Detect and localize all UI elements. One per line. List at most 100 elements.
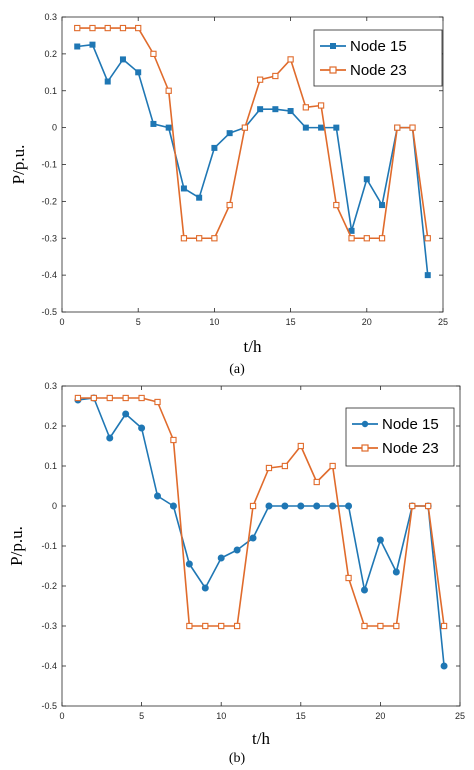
y-tick-label: 0 — [52, 501, 57, 511]
data-point-node15 — [440, 662, 448, 670]
data-point-node15 — [257, 106, 264, 113]
x-tick-label: 0 — [59, 317, 64, 327]
legend-box — [313, 29, 443, 87]
legend-entry-label: Node 23 — [350, 62, 407, 79]
data-point-node23 — [287, 56, 294, 63]
y-tick-label: -0.4 — [41, 661, 57, 671]
data-point-node15 — [272, 106, 279, 113]
x-tick-label: 10 — [209, 317, 219, 327]
data-point-node23 — [90, 394, 97, 402]
y-tick-label: -0.4 — [41, 270, 57, 280]
data-point-node23 — [345, 574, 352, 582]
data-point-node15 — [106, 434, 114, 442]
data-point-node15 — [201, 584, 209, 592]
data-point-node15 — [122, 410, 130, 418]
data-point-node23 — [226, 201, 233, 209]
data-point-node15 — [185, 560, 193, 568]
y-tick-label: -0.5 — [41, 701, 57, 711]
data-point-node15 — [265, 502, 273, 510]
chart-a: 0 5 10 15 20 25 -0.5 -0.4 -0.3 -0.2 -0.1 0 0.1 0.2 0.3… — [9, 12, 448, 377]
y-tick-label: -0.2 — [41, 196, 57, 206]
data-point-node23 — [119, 24, 127, 32]
data-point-node23 — [394, 124, 401, 131]
data-point-node15 — [104, 78, 111, 85]
data-point-node23 — [104, 24, 111, 32]
data-point-node15 — [150, 120, 157, 127]
x-axis-label: t/h — [244, 337, 262, 356]
data-point-node23 — [211, 235, 218, 242]
data-point-node15 — [318, 124, 325, 131]
x-axis-label: t/h — [252, 729, 270, 748]
data-point-node23 — [424, 235, 431, 242]
data-point-node23 — [180, 235, 188, 242]
y-tick-label: 0.3 — [44, 12, 57, 22]
data-point-node23 — [393, 622, 400, 630]
data-point-node15 — [233, 546, 241, 554]
x-tick-label: 5 — [139, 711, 144, 721]
y-tick-label: 0 — [52, 123, 57, 133]
x-tick-label: 25 — [438, 317, 448, 327]
x-tick-label: 20 — [362, 317, 372, 327]
data-point-node23 — [265, 464, 273, 472]
data-point-node23 — [302, 104, 309, 111]
data-point-node23 — [196, 235, 203, 242]
data-point-node15 — [424, 272, 431, 279]
y-tick-label: 0.1 — [44, 461, 57, 471]
data-point-node23 — [233, 622, 241, 630]
data-point-node15 — [379, 202, 386, 209]
data-point-node15 — [154, 492, 162, 500]
data-point-node23 — [74, 24, 81, 32]
data-point-node23 — [106, 394, 113, 402]
y-tick-label: -0.1 — [41, 541, 57, 551]
legend-swatch-marker — [361, 420, 369, 428]
data-point-node15 — [363, 176, 370, 183]
x-tick-label: 15 — [296, 711, 306, 721]
data-point-node23 — [363, 235, 370, 242]
legend-swatch-marker — [329, 66, 337, 74]
data-point-node15 — [74, 43, 81, 50]
y-tick-label: 0.3 — [44, 381, 57, 391]
data-point-node23 — [317, 102, 325, 109]
data-point-node23 — [218, 622, 225, 630]
data-point-node23 — [138, 394, 145, 402]
data-point-node15 — [297, 502, 305, 510]
series-line-node15 — [77, 397, 445, 667]
y-tick-label: -0.5 — [41, 307, 57, 317]
y-tick-label: -0.3 — [41, 233, 57, 243]
x-tick-label: 10 — [216, 711, 226, 721]
data-point-node23 — [440, 622, 448, 630]
data-point-node15 — [135, 69, 142, 76]
data-point-node15 — [313, 502, 321, 510]
data-point-node23 — [150, 50, 157, 58]
data-point-node15 — [217, 554, 225, 562]
legend-swatch-marker — [361, 444, 369, 452]
panel-label: (a) — [229, 362, 245, 377]
data-point-node15 — [345, 502, 353, 510]
data-point-node23 — [202, 622, 209, 630]
data-point-node23 — [297, 442, 304, 450]
y-tick-label: 0.2 — [44, 49, 57, 59]
chart-b: 0 5 10 15 20 25 -0.5 -0.4 -0.3 -0.2 -0.1 0 0.1 0.2 0.3… — [7, 381, 465, 766]
data-point-node15 — [89, 41, 96, 48]
data-point-node23 — [409, 124, 416, 131]
data-point-node23 — [241, 124, 249, 131]
data-point-node15 — [169, 502, 177, 510]
data-point-node15 — [196, 194, 203, 201]
y-tick-label: -0.1 — [41, 160, 57, 170]
data-point-node15 — [138, 424, 146, 432]
data-point-node23 — [186, 622, 193, 630]
data-point-node15 — [119, 56, 126, 63]
y-tick-label: 0.1 — [44, 86, 57, 96]
x-tick-label: 15 — [286, 317, 296, 327]
legend-entry-label: Node 23 — [382, 440, 439, 457]
data-point-node23 — [377, 622, 384, 630]
data-point-node15 — [180, 185, 187, 192]
data-point-node23 — [256, 76, 264, 83]
data-point-node15 — [249, 534, 257, 542]
data-point-node15 — [302, 124, 309, 131]
data-point-node15 — [281, 502, 289, 510]
data-point-node15 — [376, 536, 384, 544]
data-point-node15 — [333, 124, 340, 131]
legend-entry-label: Node 15 — [382, 416, 439, 433]
